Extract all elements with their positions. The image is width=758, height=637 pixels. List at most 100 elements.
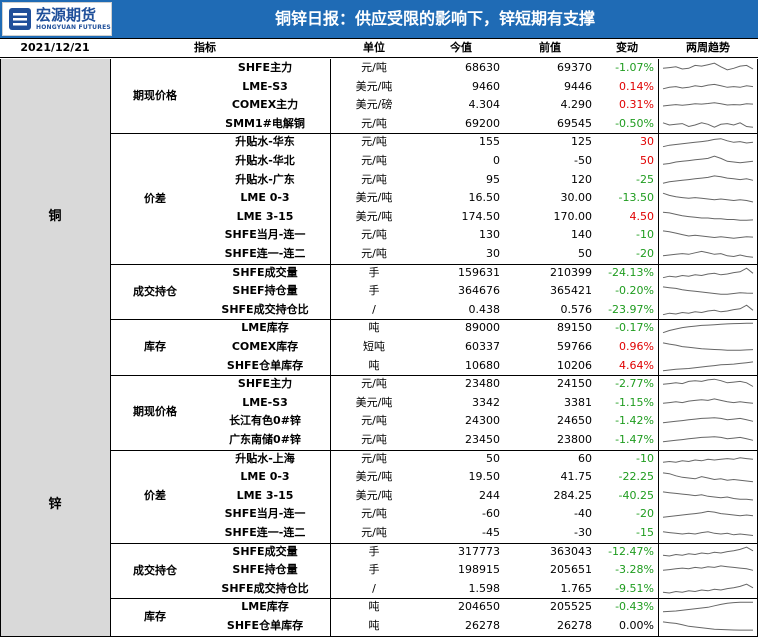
change-value: -1.07% (615, 61, 654, 74)
unit-value: 元/吨 (361, 154, 387, 167)
indicator-label: SMM1#电解铜 (225, 116, 305, 130)
column-header-row: 2021/12/21 指标 单位 今值 前值 变动 两周趋势 (0, 38, 758, 58)
current-value: 23450 (465, 433, 500, 446)
current-value: 130 (479, 228, 500, 242)
change-value: 4.50 (629, 209, 655, 223)
previous-value: 170.00 (553, 209, 593, 223)
header-previous: 前值 (539, 41, 561, 54)
change-value: -2.77% (615, 377, 654, 391)
unit-value: / (372, 302, 376, 316)
trend-sparkline (662, 360, 754, 371)
previous-value: 210399 (550, 265, 592, 279)
metal-label: 锌 (48, 497, 62, 513)
indicator-label: SHFE仓单库存 (226, 619, 304, 632)
unit-value: 元/吨 (361, 451, 387, 465)
column-divider (330, 59, 331, 636)
previous-value: 125 (571, 135, 592, 149)
trend-sparkline (662, 122, 754, 128)
change-value: -1.15% (615, 395, 654, 409)
trend-sparkline (662, 230, 754, 240)
indicator-label: SHFE连一-连二 (224, 247, 306, 260)
trend-line (662, 472, 754, 483)
unit-value: 吨 (368, 619, 380, 632)
trend-line (662, 138, 754, 148)
header-trend: 两周趋势 (686, 41, 730, 54)
indicator-label: LME 0-3 (240, 191, 290, 205)
trend-sparkline (662, 472, 754, 483)
trend-sparkline (662, 174, 754, 184)
trend-sparkline (662, 155, 754, 165)
header-unit: 单位 (363, 41, 385, 54)
change-value: 0.31% (619, 98, 654, 112)
change-value: -22.25 (618, 470, 654, 484)
unit-value: 手 (368, 265, 380, 279)
unit-value: 美元/吨 (355, 79, 393, 93)
indicator-label: SHFE成交持仓比 (221, 581, 309, 595)
change-value: 0.14% (619, 79, 654, 93)
title-banner: 宏源期货 HONGYUAN FUTURES 铜锌日报：供应受限的影响下，锌短期有… (0, 0, 758, 38)
indicator-label: COMEX主力 (231, 98, 299, 112)
indicator-label: SHFE当月-连一 (224, 507, 306, 521)
change-value: -24.13% (608, 265, 654, 279)
indicator-label: LME-S3 (242, 395, 288, 409)
current-value: -60 (482, 507, 500, 521)
trend-line (662, 230, 754, 240)
trend-sparkline (662, 83, 754, 89)
trend-sparkline (662, 267, 754, 278)
trend-sparkline (662, 546, 754, 557)
previous-value: 0.576 (560, 302, 593, 316)
group-divider (110, 598, 758, 600)
current-value: 16.50 (468, 191, 501, 205)
trend-sparkline (662, 456, 754, 463)
group-label: 价差 (144, 489, 166, 503)
unit-value: 元/吨 (361, 526, 387, 539)
indicator-label: SHFE成交量 (232, 265, 298, 279)
group-divider (110, 263, 758, 265)
change-value: -3.28% (615, 563, 654, 577)
trend-line (662, 102, 754, 107)
section-divider (0, 635, 758, 637)
current-value: 0 (493, 154, 500, 167)
previous-value: 120 (571, 172, 592, 186)
indicator-label: SHFE当月-连一 (224, 228, 306, 242)
change-value: 4.64% (619, 358, 654, 372)
indicator-label: LME 3-15 (236, 209, 294, 223)
previous-value: 10206 (557, 358, 592, 372)
unit-value: 元/吨 (361, 61, 387, 74)
group-divider (110, 133, 758, 135)
previous-value: 24150 (557, 377, 592, 391)
current-value: 244 (479, 488, 500, 502)
trend-sparkline (662, 211, 754, 221)
change-value: -20 (636, 247, 654, 260)
current-value: 198915 (458, 563, 500, 577)
indicator-label: SHFE连一-连二 (224, 526, 306, 539)
change-value: -13.50 (618, 191, 654, 205)
trend-sparkline (662, 565, 754, 571)
unit-value: 吨 (368, 321, 380, 335)
change-value: -15 (636, 526, 654, 539)
indicator-label: LME库存 (241, 600, 289, 614)
current-value: 23480 (465, 377, 500, 391)
unit-value: 元/吨 (361, 135, 387, 149)
current-value: 0.438 (468, 302, 501, 316)
current-value: 69200 (465, 116, 500, 130)
indicator-label: 升贴水-上海 (235, 451, 295, 465)
previous-value: 50 (578, 247, 592, 260)
trend-line (662, 250, 754, 258)
previous-value: 9446 (564, 79, 592, 93)
unit-value: 美元/吨 (355, 470, 393, 484)
trend-line (662, 323, 753, 334)
previous-value: 205525 (550, 600, 592, 614)
indicator-label: SHFE持仓量 (232, 563, 298, 577)
current-value: 9460 (472, 79, 500, 93)
unit-value: 元/吨 (361, 172, 387, 186)
metal-label: 铜 (48, 209, 62, 225)
unit-value: 短吨 (363, 340, 385, 353)
current-value: -45 (482, 526, 500, 539)
current-value: 364676 (458, 284, 500, 298)
previous-value: 69370 (557, 61, 592, 74)
trend-line (662, 62, 754, 71)
trend-line (662, 565, 754, 571)
group-label: 成交持仓 (133, 284, 177, 298)
unit-value: 美元/吨 (355, 488, 393, 502)
